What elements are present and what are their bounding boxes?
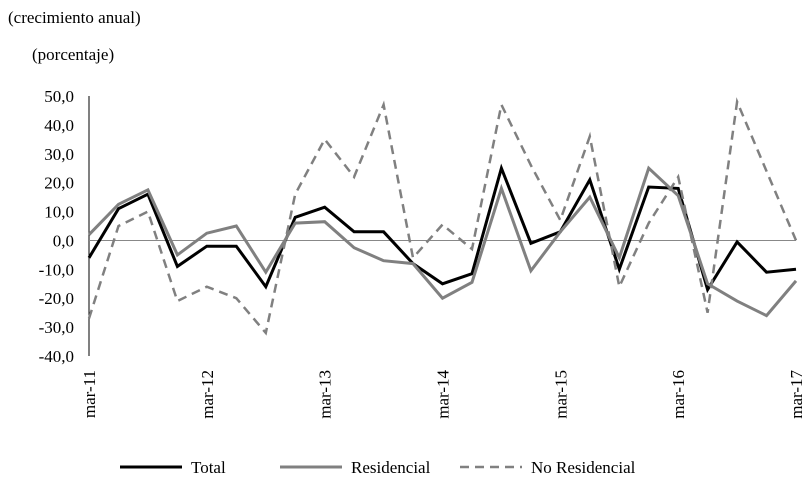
- x-tick-label: mar-17: [787, 370, 806, 419]
- legend-label: Residencial: [351, 458, 431, 477]
- x-tick-label: mar-13: [316, 370, 335, 419]
- chart-subtitle: (porcentaje): [32, 45, 115, 64]
- x-tick-label: mar-11: [80, 370, 99, 418]
- y-tick-label: 50,0: [44, 87, 74, 106]
- chart-title: (crecimiento anual): [8, 8, 141, 27]
- y-tick-label: 40,0: [44, 116, 74, 135]
- series-line-residencial: [87, 165, 798, 318]
- x-tick-label: mar-14: [434, 370, 453, 419]
- series-line-no-residencial: [87, 97, 798, 336]
- y-tick-label: -20,0: [39, 289, 74, 308]
- y-tick-label: 20,0: [44, 174, 74, 193]
- x-tick-label: mar-16: [669, 370, 688, 419]
- series-line-total: [87, 163, 797, 294]
- y-tick-label: -10,0: [39, 260, 74, 279]
- x-tick-label: mar-15: [551, 370, 570, 419]
- y-tick-label: 10,0: [44, 203, 74, 222]
- legend-label: Total: [191, 458, 226, 477]
- y-tick-label: 0,0: [53, 231, 74, 250]
- x-tick-label: mar-12: [198, 370, 217, 419]
- y-tick-label: 30,0: [44, 145, 74, 164]
- y-tick-label: -30,0: [39, 318, 74, 337]
- legend-label: No Residencial: [531, 458, 636, 477]
- y-tick-label: -40,0: [39, 347, 74, 366]
